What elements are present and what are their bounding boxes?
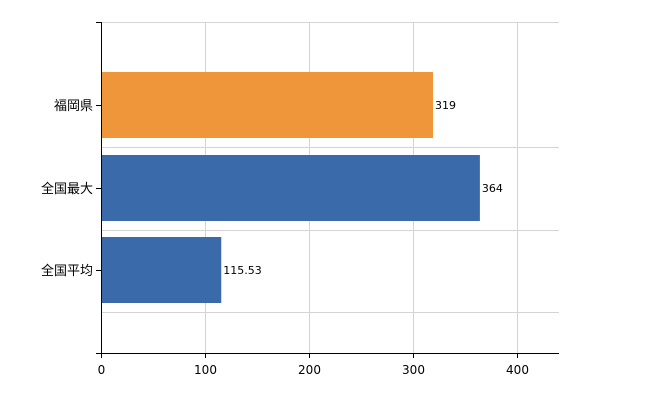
data-label: 364 [482,182,503,195]
bar [101,72,434,138]
x-tick-label: 0 [98,363,106,377]
x-tick-label: 300 [402,363,425,377]
category-label: 福岡県 [54,99,93,114]
axes [96,22,559,358]
bars [101,72,480,303]
x-tick-label: 400 [506,363,529,377]
x-tick-label: 100 [194,363,217,377]
bar [101,155,480,221]
data-label: 319 [435,99,456,112]
category-label: 全国平均 [41,263,93,279]
x-tick-label: 200 [298,363,321,377]
data-label: 115.53 [223,264,262,277]
bar [101,237,222,303]
labels: 319 福岡県 364 全国最大 115.53 全国平均 0 100 200 300 400 [41,99,529,377]
category-label: 全国最大 [41,181,93,197]
